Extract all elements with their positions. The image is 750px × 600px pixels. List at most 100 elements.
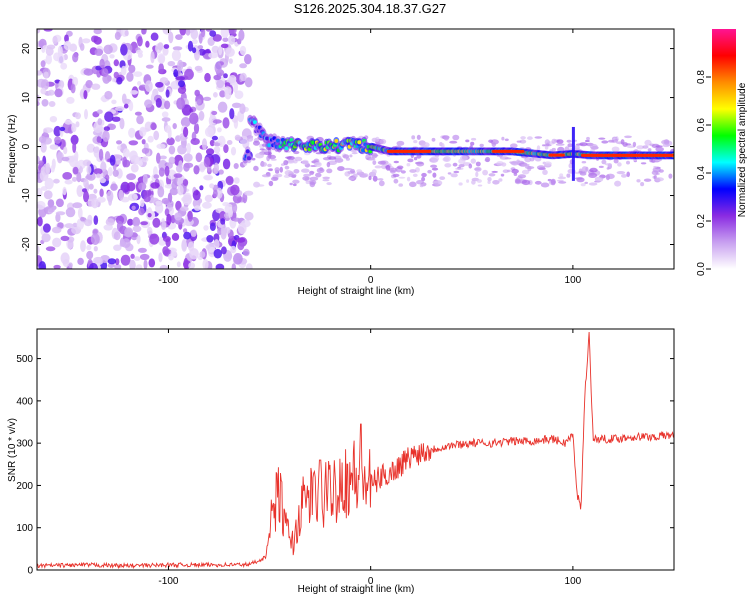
- noise-blob: [193, 205, 201, 211]
- noise-blob: [209, 30, 217, 37]
- faint-cell: [540, 182, 550, 188]
- faint-cell: [259, 148, 265, 151]
- noise-blob: [138, 160, 143, 167]
- noise-blob: [161, 220, 167, 230]
- faint-cell: [661, 139, 670, 145]
- noise-blob: [72, 222, 78, 227]
- noise-blob: [171, 232, 180, 241]
- noise-blob: [152, 217, 161, 228]
- noise-blob: [161, 197, 170, 205]
- faint-cell: [491, 142, 496, 148]
- faint-cell: [521, 169, 530, 175]
- noise-blob: [201, 138, 208, 151]
- noise-blob: [224, 88, 232, 100]
- faint-cell: [551, 183, 555, 186]
- noise-blob: [233, 252, 243, 265]
- noise-blob: [189, 112, 199, 125]
- noise-blob: [153, 130, 160, 141]
- noise-blob: [204, 72, 211, 83]
- faint-cell: [589, 167, 598, 173]
- noise-blob: [195, 152, 203, 163]
- noise-blob: [187, 210, 193, 222]
- noise-blob: [136, 115, 144, 125]
- noise-blob: [104, 111, 114, 122]
- faint-cell: [255, 152, 264, 159]
- noise-blob: [206, 148, 215, 156]
- noise-blob: [144, 121, 153, 132]
- noise-blob: [184, 68, 194, 80]
- noise-blob: [233, 163, 239, 169]
- noise-blob: [212, 189, 218, 198]
- noise-blob: [136, 234, 141, 245]
- noise-blob: [166, 137, 175, 146]
- faint-cell: [333, 155, 342, 161]
- noise-blob: [146, 226, 153, 236]
- noise-blob: [145, 64, 154, 69]
- faint-cell: [253, 140, 260, 146]
- faint-cell: [541, 144, 546, 147]
- faint-cell: [260, 161, 267, 167]
- faint-cell: [253, 165, 259, 172]
- noise-blob: [162, 236, 171, 242]
- noise-blob: [37, 200, 46, 210]
- noise-blob: [229, 108, 235, 120]
- faint-cell: [416, 161, 425, 167]
- colorbar-axes: 0.0 0.2 0.4 0.6 0.8: [696, 70, 711, 276]
- noise-blob: [187, 241, 195, 252]
- noise-blob: [202, 201, 212, 209]
- noise-blob: [183, 153, 193, 162]
- faint-cell: [452, 162, 458, 167]
- noise-blob: [148, 258, 156, 268]
- noise-blob: [157, 42, 164, 51]
- faint-cell: [392, 173, 400, 178]
- noise-blob: [99, 188, 104, 198]
- noise-blob: [43, 71, 49, 79]
- noise-blob: [176, 97, 186, 110]
- noise-blob: [142, 29, 147, 35]
- noise-blob: [140, 221, 149, 226]
- faint-cell: [504, 157, 512, 160]
- faint-cell: [360, 173, 369, 178]
- faint-cell: [642, 145, 649, 149]
- faint-cell: [544, 145, 549, 150]
- noise-blob: [158, 167, 165, 177]
- faint-cell: [653, 165, 657, 169]
- noise-blob: [211, 110, 218, 116]
- noise-blob: [75, 121, 80, 128]
- noise-blob: [242, 248, 250, 257]
- faint-cell: [556, 139, 564, 145]
- noise-blob: [244, 211, 254, 221]
- faint-cell: [443, 135, 449, 141]
- faint-cell: [585, 139, 590, 143]
- noise-blob: [96, 173, 101, 178]
- trace-hot-segment: [386, 149, 432, 153]
- faint-cell: [500, 173, 505, 177]
- faint-cell: [301, 168, 310, 173]
- noise-blob: [168, 31, 174, 44]
- noise-blob: [183, 258, 189, 269]
- noise-blob: [209, 183, 215, 189]
- noise-blob: [49, 116, 58, 123]
- noise-blob: [222, 158, 231, 170]
- noise-blob: [38, 261, 47, 269]
- faint-cell: [555, 143, 565, 146]
- noise-blob: [80, 216, 85, 222]
- noise-blob: [72, 202, 83, 209]
- noise-blob: [55, 198, 64, 208]
- faint-cell: [586, 136, 590, 141]
- snr-axes: -100 0 100 0 100 200 300 400 500: [16, 329, 674, 587]
- faint-cell: [636, 179, 641, 183]
- faint-cell: [356, 169, 363, 173]
- noise-blob: [111, 99, 117, 105]
- noise-blob: [193, 122, 200, 135]
- noise-blob: [60, 252, 70, 265]
- noise-blob: [85, 175, 93, 180]
- noise-blob: [183, 231, 192, 240]
- faint-cell: [313, 162, 321, 166]
- noise-blob: [86, 244, 92, 251]
- noise-blob: [167, 61, 176, 67]
- noise-blob: [171, 251, 178, 257]
- noise-blob: [93, 188, 98, 194]
- noise-blob: [217, 127, 222, 133]
